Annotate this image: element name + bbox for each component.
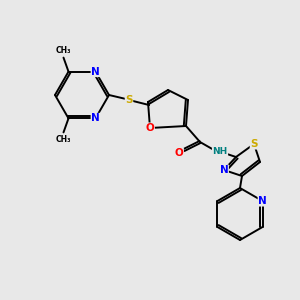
Text: O: O xyxy=(175,148,183,158)
Text: O: O xyxy=(146,123,154,133)
Text: N: N xyxy=(258,196,267,206)
Text: CH₃: CH₃ xyxy=(56,135,71,144)
Text: N: N xyxy=(91,67,100,76)
Text: S: S xyxy=(125,95,133,105)
Text: N: N xyxy=(220,165,228,175)
Text: S: S xyxy=(250,139,258,149)
Text: CH₃: CH₃ xyxy=(56,46,71,55)
Text: NH: NH xyxy=(212,148,228,157)
Text: N: N xyxy=(91,113,100,123)
